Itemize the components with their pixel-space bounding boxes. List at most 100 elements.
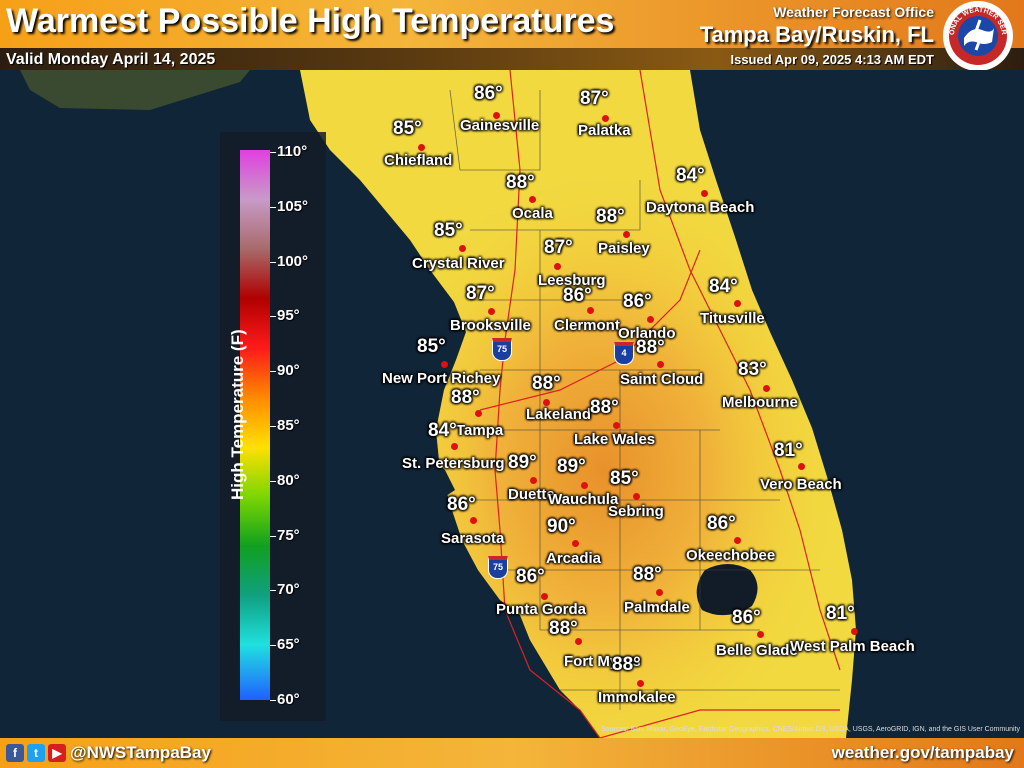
legend-tick <box>270 700 276 701</box>
legend-color-bar <box>240 150 270 700</box>
legend-tick-label: 60° <box>277 691 300 708</box>
city-temperature: 88° <box>532 373 561 394</box>
city-name: New Port Richey <box>382 370 501 387</box>
city-marker[interactable] <box>587 307 594 314</box>
city-marker[interactable] <box>602 115 609 122</box>
city-marker[interactable] <box>657 361 664 368</box>
city-temperature: 87° <box>544 237 573 258</box>
city-name: Orlando <box>618 325 676 342</box>
city-marker[interactable] <box>734 537 741 544</box>
legend-tick <box>270 645 276 647</box>
youtube-icon[interactable]: ▶ <box>48 744 66 762</box>
city-marker[interactable] <box>572 540 579 547</box>
legend-tick-label: 110° <box>277 143 308 160</box>
facebook-icon[interactable]: f <box>6 744 24 762</box>
city-marker[interactable] <box>529 196 536 203</box>
legend-tick <box>270 371 276 373</box>
city-marker[interactable] <box>701 190 708 197</box>
city-marker[interactable] <box>757 631 764 638</box>
city-marker[interactable] <box>613 422 620 429</box>
city-name: Lake Wales <box>574 431 656 448</box>
legend-tick <box>270 590 276 592</box>
map-title: Warmest Possible High Temperatures <box>6 2 615 40</box>
interstate-shield-icon: 4 <box>614 342 634 365</box>
city-marker[interactable] <box>451 443 458 450</box>
city-temperature: 86° <box>623 291 652 312</box>
city-temperature: 88° <box>506 172 535 193</box>
city-marker[interactable] <box>647 316 654 323</box>
city-temperature: 86° <box>707 513 736 534</box>
city-temperature: 86° <box>516 566 545 587</box>
city-name: Clermont <box>554 317 620 334</box>
city-marker[interactable] <box>475 410 482 417</box>
city-marker[interactable] <box>633 493 640 500</box>
city-temperature: 90° <box>547 516 576 537</box>
social-handle[interactable]: @NWSTampaBay <box>70 743 211 762</box>
city-name: Fort Myers <box>564 653 641 670</box>
county-lines <box>449 89 840 710</box>
header-bar <box>0 0 1024 48</box>
city-marker[interactable] <box>543 399 550 406</box>
city-name: Palatka <box>578 122 631 139</box>
city-marker[interactable] <box>441 361 448 368</box>
city-marker[interactable] <box>530 477 537 484</box>
city-name: Melbourne <box>722 394 798 411</box>
city-marker[interactable] <box>470 517 477 524</box>
city-name: St. Petersburg <box>402 455 505 472</box>
city-marker[interactable] <box>541 593 548 600</box>
city-marker[interactable] <box>734 300 741 307</box>
footer-bar <box>0 738 1024 768</box>
city-marker[interactable] <box>581 482 588 489</box>
city-marker[interactable] <box>763 385 770 392</box>
city-temperature: 88° <box>612 654 641 675</box>
city-name: Ocala <box>512 205 553 222</box>
city-temperature: 88° <box>590 397 619 418</box>
legend-tick-label: 65° <box>277 636 300 654</box>
legend-tick-label: 95° <box>277 307 300 325</box>
city-name: Wauchula <box>548 491 619 508</box>
city-marker[interactable] <box>493 112 500 119</box>
legend-tick <box>270 535 276 537</box>
city-name: Immokalee <box>598 689 676 706</box>
website-link[interactable]: weather.gov/tampabay <box>831 743 1014 762</box>
city-temperature: 88° <box>596 206 625 227</box>
city-name: Punta Gorda <box>496 601 587 618</box>
city-temperature: 88° <box>633 564 662 585</box>
city-marker[interactable] <box>656 589 663 596</box>
city-marker[interactable] <box>554 263 561 270</box>
city-name: Daytona Beach <box>646 199 755 216</box>
legend-tick <box>270 152 276 153</box>
city-temperature: 85° <box>610 468 639 489</box>
city-marker[interactable] <box>575 638 582 645</box>
city-marker[interactable] <box>418 144 425 151</box>
city-name: Brooksville <box>450 317 531 334</box>
city-marker[interactable] <box>851 628 858 635</box>
twitter-icon[interactable]: t <box>27 744 45 762</box>
city-marker[interactable] <box>459 245 466 252</box>
city-temperature: 86° <box>732 607 761 628</box>
tampa-bay <box>410 410 455 500</box>
legend-tick <box>270 261 276 263</box>
city-temperature: 86° <box>563 285 592 306</box>
city-marker[interactable] <box>488 308 495 315</box>
city-name: Gainesville <box>460 117 540 134</box>
city-marker[interactable] <box>623 231 630 238</box>
city-marker[interactable] <box>798 463 805 470</box>
legend-tick-label: 80° <box>277 471 300 489</box>
office-label: Weather Forecast Office <box>773 4 934 20</box>
city-temperature: 85° <box>393 118 422 139</box>
city-name: Belle Glade <box>716 642 798 659</box>
city-name: Saint Cloud <box>620 371 704 388</box>
legend-title: High Temperature (F) <box>228 329 247 500</box>
city-name: Vero Beach <box>760 476 842 493</box>
city-temperature: 86° <box>447 494 476 515</box>
lake-okeechobee <box>696 564 758 616</box>
florida-map[interactable] <box>0 70 1024 738</box>
nws-logo-icon[interactable]: NATIONAL WEATHER SERVICE <box>942 0 1014 72</box>
city-temperature: 84° <box>676 165 705 186</box>
legend-tick <box>270 206 276 208</box>
city-name: West Palm Beach <box>790 638 915 655</box>
city-name: Duette <box>508 486 555 503</box>
city-marker[interactable] <box>637 680 644 687</box>
city-name: Okeechobee <box>686 547 776 564</box>
